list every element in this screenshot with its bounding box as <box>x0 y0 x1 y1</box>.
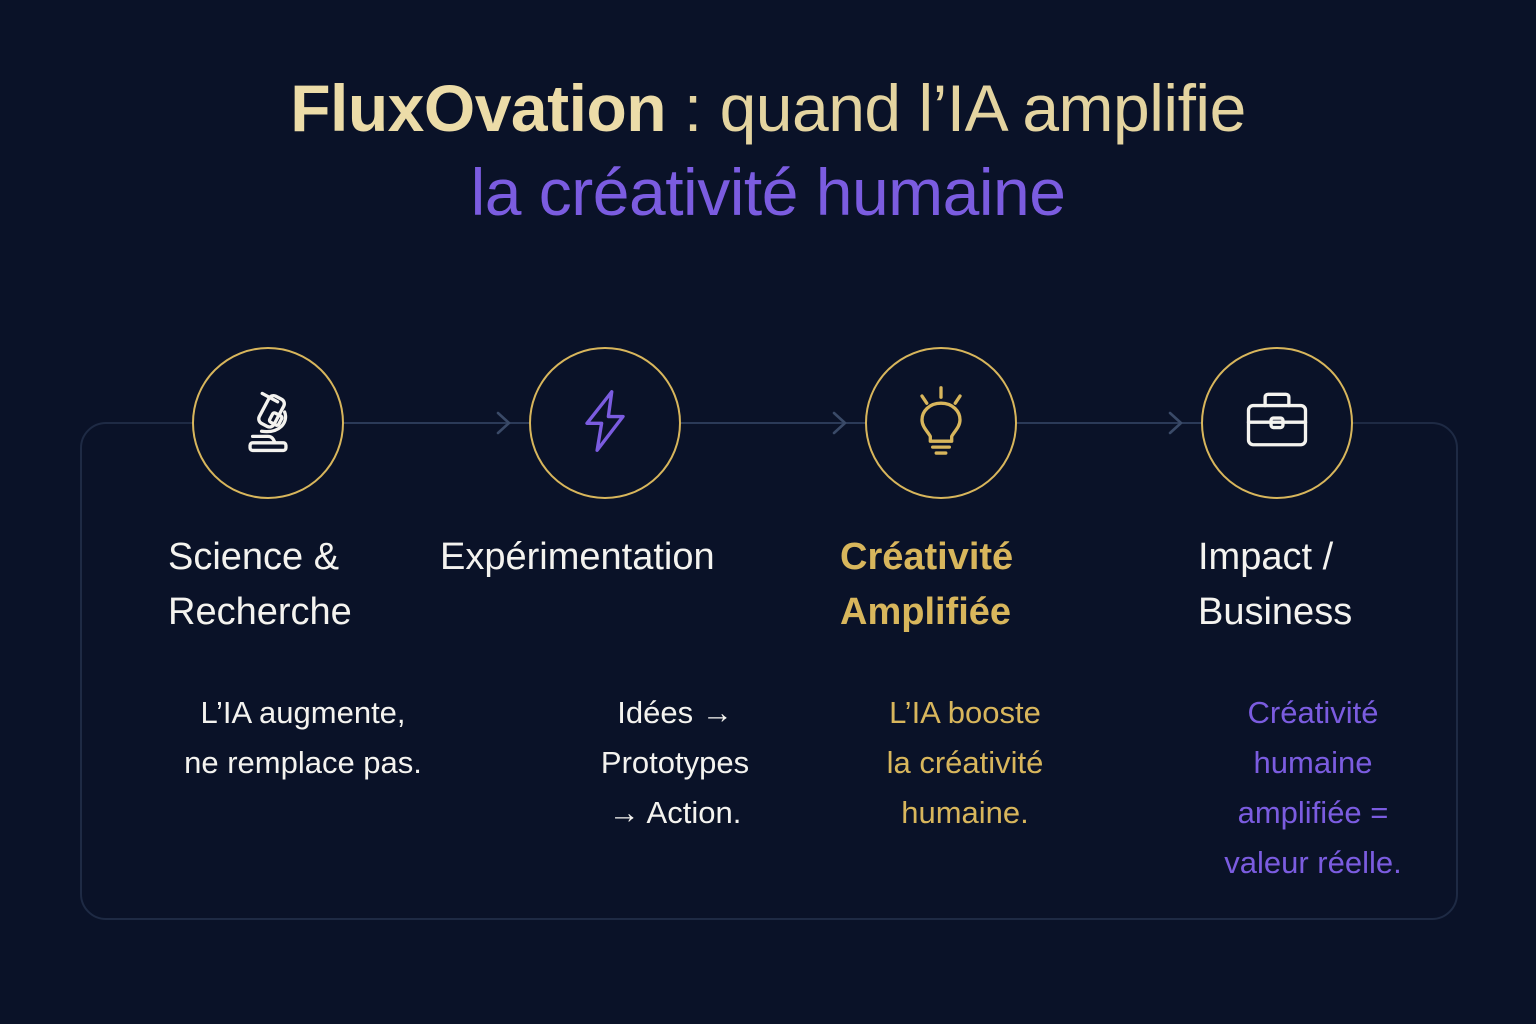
column-label-impact: Impact / Business <box>1198 536 1353 633</box>
microscope-icon <box>227 380 309 467</box>
title-line-2: la créativité humaine <box>470 155 1066 229</box>
flow-node-science[interactable] <box>192 347 344 499</box>
page-title: FluxOvation : quand l’IA amplifie la cré… <box>0 66 1536 234</box>
briefcase-icon <box>1239 383 1315 464</box>
arrow-right-icon-2 <box>831 409 849 437</box>
column-body-creativity: L’IA booste la créativité humaine. <box>886 695 1044 830</box>
column-impact: Impact / Business Créativité humaine amp… <box>1198 530 1528 880</box>
connector-line-1 <box>344 422 529 424</box>
column-label-science: Science & Recherche <box>168 536 352 633</box>
lightning-bolt-icon <box>569 385 641 462</box>
column-body-experimentation: Idées → Prototypes → Action. <box>600 695 750 830</box>
column-experimentation: Expérimentation Idées → Prototypes → Act… <box>440 530 770 830</box>
column-body-science: L’IA augmente, ne remplace pas. <box>184 695 422 780</box>
flow-node-creativity[interactable] <box>865 347 1017 499</box>
column-label-creativity: Créativité Amplifiée <box>840 536 1014 633</box>
flow-diagram <box>0 347 1536 499</box>
connector-line-3 <box>1017 422 1201 424</box>
flow-node-experimentation[interactable] <box>529 347 681 499</box>
title-line-1-rest: : quand l’IA amplifie <box>666 71 1246 145</box>
brand-name: FluxOvation <box>290 71 667 145</box>
column-body-impact: Créativité humaine amplifiée = valeur ré… <box>1224 695 1402 880</box>
flow-node-impact[interactable] <box>1201 347 1353 499</box>
arrow-right-icon-3 <box>1167 409 1185 437</box>
column-creativity: Créativité Amplifiée L’IA booste la créa… <box>840 530 1170 830</box>
flow-columns: Science & Recherche L’IA augmente, ne re… <box>0 530 1536 930</box>
lightbulb-icon <box>903 383 979 464</box>
column-label-experimentation: Expérimentation <box>440 536 715 578</box>
title-line-1: FluxOvation : quand l’IA amplifie <box>0 66 1536 150</box>
connector-line-2 <box>681 422 865 424</box>
column-science: Science & Recherche L’IA augmente, ne re… <box>168 530 498 780</box>
arrow-right-icon-1 <box>495 409 513 437</box>
